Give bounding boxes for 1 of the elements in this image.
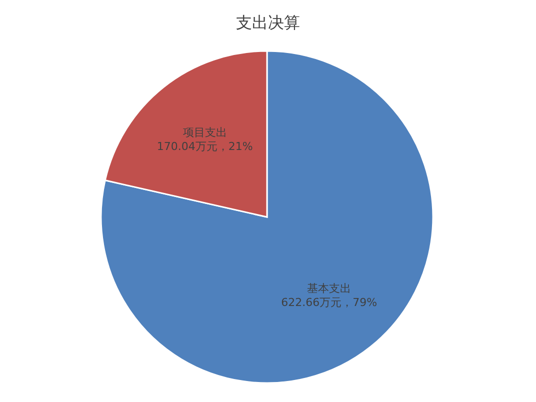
title: 支出决算 xyxy=(236,13,300,32)
